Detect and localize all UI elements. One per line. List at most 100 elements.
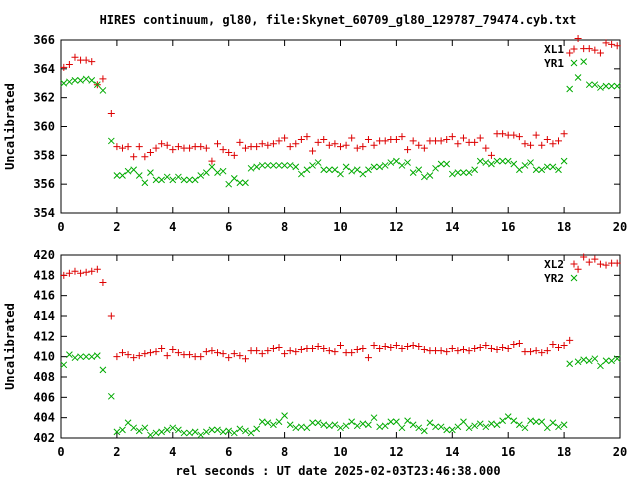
series-yr1 <box>60 58 621 188</box>
y-tick-label: 358 <box>33 148 55 162</box>
data-point <box>602 82 610 90</box>
data-point <box>476 134 484 142</box>
data-point <box>409 137 417 145</box>
data-point <box>359 170 367 178</box>
data-point <box>510 417 518 425</box>
data-point <box>348 349 356 357</box>
data-point <box>107 392 115 400</box>
x-tick-label: 20 <box>613 220 627 234</box>
data-point <box>88 58 96 66</box>
data-point <box>320 166 328 174</box>
data-point <box>499 130 507 138</box>
data-point <box>560 341 568 349</box>
data-point <box>521 162 529 169</box>
data-point <box>331 421 339 429</box>
data-point <box>543 347 551 355</box>
data-point <box>230 429 238 437</box>
data-point <box>532 166 540 174</box>
data-point <box>409 421 417 429</box>
data-point <box>510 340 518 348</box>
data-point <box>292 424 300 432</box>
data-point <box>281 162 288 169</box>
data-point <box>443 160 451 168</box>
data-point <box>353 166 361 174</box>
data-point <box>370 141 378 149</box>
data-point <box>499 344 507 352</box>
data-point <box>292 163 300 171</box>
data-point <box>555 344 563 352</box>
data-point <box>364 354 372 362</box>
data-point <box>208 163 216 171</box>
y-axis-label: Uncalibrated <box>3 303 17 390</box>
data-point <box>93 265 101 273</box>
data-point <box>264 347 272 355</box>
data-point <box>415 166 423 174</box>
y-tick-label: 414 <box>33 309 55 323</box>
data-point <box>574 35 582 43</box>
y-tick-label: 420 <box>33 248 55 262</box>
data-point <box>381 162 389 169</box>
data-point <box>214 140 222 148</box>
legend-label: YR1 <box>544 57 564 70</box>
data-point <box>532 418 540 426</box>
data-point <box>202 428 210 436</box>
data-point <box>309 147 317 155</box>
data-point <box>65 269 73 277</box>
y-tick-label: 408 <box>33 370 55 384</box>
data-point <box>471 422 479 430</box>
chart-title: HIRES continuum, gl80, file:Skynet_60709… <box>100 13 577 28</box>
series-xl2 <box>60 253 621 363</box>
data-point <box>180 429 188 437</box>
data-point <box>532 347 540 355</box>
data-point <box>404 159 411 166</box>
data-point <box>236 179 244 187</box>
data-point <box>219 428 227 436</box>
data-point <box>381 343 389 350</box>
data-point <box>297 135 305 143</box>
data-point <box>320 135 328 143</box>
data-point <box>82 268 90 276</box>
top-panel: 0 2 4 6 8 10 12 14 16 18 20 354 356 358 360 362 364 366 Un… <box>3 33 627 234</box>
data-point <box>219 167 227 175</box>
data-point <box>258 162 266 169</box>
data-point <box>555 166 562 174</box>
data-point <box>303 424 311 432</box>
x-tick-label: 16 <box>501 445 515 459</box>
data-point <box>527 348 535 356</box>
data-point <box>585 258 593 266</box>
data-point <box>602 39 610 47</box>
data-point <box>432 423 439 431</box>
data-point <box>420 427 428 435</box>
data-point <box>560 130 568 138</box>
data-point <box>314 343 322 350</box>
x-tick-label: 18 <box>557 445 571 459</box>
data-point <box>175 426 182 434</box>
data-point <box>230 350 238 358</box>
data-point <box>247 429 255 437</box>
data-point <box>549 163 557 171</box>
data-point <box>225 180 233 188</box>
data-point <box>353 346 361 354</box>
data-point <box>353 144 361 152</box>
y-tick-label: 354 <box>33 206 55 220</box>
data-point <box>214 426 221 434</box>
data-point <box>448 170 456 178</box>
data-point <box>281 134 289 142</box>
data-point <box>549 340 557 348</box>
data-point <box>158 428 165 436</box>
data-point <box>342 422 350 430</box>
data-point <box>353 422 361 430</box>
data-point <box>608 82 615 90</box>
data-point <box>152 429 160 437</box>
data-point <box>247 164 255 172</box>
data-point <box>443 426 451 434</box>
data-point <box>241 355 249 363</box>
data-point <box>454 423 462 431</box>
data-point <box>60 271 68 279</box>
data-point <box>460 169 467 176</box>
data-point <box>191 428 199 436</box>
data-point <box>119 172 126 179</box>
x-tick-label: 14 <box>445 220 459 234</box>
data-point <box>331 140 339 148</box>
data-point <box>219 350 227 358</box>
